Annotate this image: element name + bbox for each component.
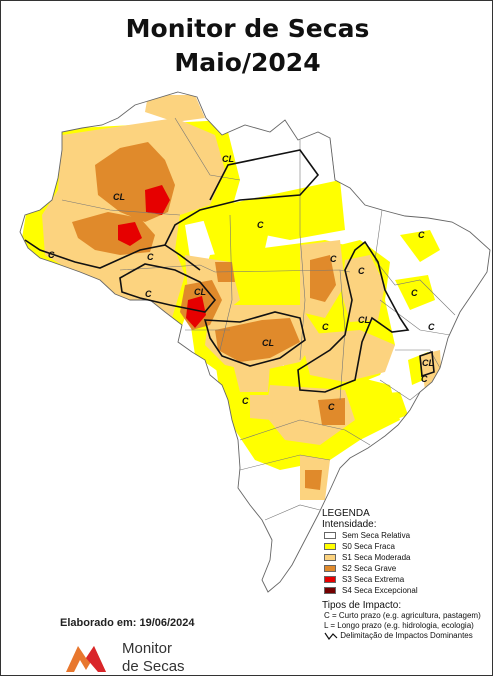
map-title: Monitor de Secas — [125, 14, 370, 43]
state-borders — [61, 117, 456, 521]
legend-swatch — [324, 554, 336, 561]
logo-text: Monitor de Secas — [122, 640, 185, 675]
impact-label: C — [328, 402, 335, 412]
impact-label: CL — [222, 154, 234, 164]
impact-label: C — [421, 374, 428, 384]
legend-intensity-title: Intensidade: — [322, 519, 377, 530]
legend-item: S2 Seca Grave — [324, 563, 492, 574]
impact-label: C — [418, 230, 425, 240]
legend-swatch — [324, 576, 336, 583]
impact-label: C — [358, 266, 365, 276]
credit-date: Elaborado em: 19/06/2024 — [60, 617, 195, 629]
legend-item: S0 Seca Fraca — [324, 541, 492, 552]
logo-mark-accent-icon — [86, 646, 106, 672]
legend-impact-title: Tipos de Impacto: — [322, 600, 402, 611]
legend: LEGENDA Intensidade: Sem Seca Relativa S… — [322, 508, 492, 641]
impact-label: C — [330, 254, 337, 264]
legend-impact-line: Delimitação de Impactos Dominantes — [324, 631, 492, 641]
monitor-de-secas-logo — [66, 646, 106, 672]
impact-lines — [24, 149, 435, 393]
map-subtitle: Maio/2024 — [174, 48, 321, 77]
impact-label: CL — [113, 192, 125, 202]
impact-label: C — [147, 252, 154, 262]
impact-label: C — [48, 250, 55, 260]
impact-label: CL — [262, 338, 274, 348]
impact-line-icon — [324, 632, 338, 640]
impact-label: C — [411, 288, 418, 298]
legend-item: S3 Seca Extrema — [324, 574, 492, 585]
impact-label: CL — [194, 287, 206, 297]
areas-s3 — [118, 185, 206, 328]
impact-label: C — [242, 396, 249, 406]
legend-impact-short: C = Curto prazo (e.g. agricultura, pasta… — [324, 611, 481, 620]
impact-labels: CL CL C C C CL CL CL C C C C C C C CL C … — [48, 154, 435, 412]
legend-swatch — [324, 543, 336, 550]
impact-label: CL — [358, 315, 370, 325]
impact-label: C — [257, 220, 264, 230]
legend-item: Sem Seca Relativa — [324, 530, 492, 541]
impact-label: C — [322, 322, 329, 332]
legend-swatch — [324, 587, 336, 594]
legend-item: S4 Seca Excepcional — [324, 585, 492, 596]
legend-impact-long: L = Longo prazo (e.g. hidrologia, ecolog… — [324, 621, 474, 630]
legend-swatch — [324, 565, 336, 572]
legend-item: S1 Seca Moderada — [324, 552, 492, 563]
legend-title: LEGENDA — [322, 508, 370, 519]
impact-label: C — [145, 289, 152, 299]
legend-swatch — [324, 532, 336, 539]
impact-label: CL — [422, 358, 434, 368]
impact-label: C — [428, 322, 435, 332]
